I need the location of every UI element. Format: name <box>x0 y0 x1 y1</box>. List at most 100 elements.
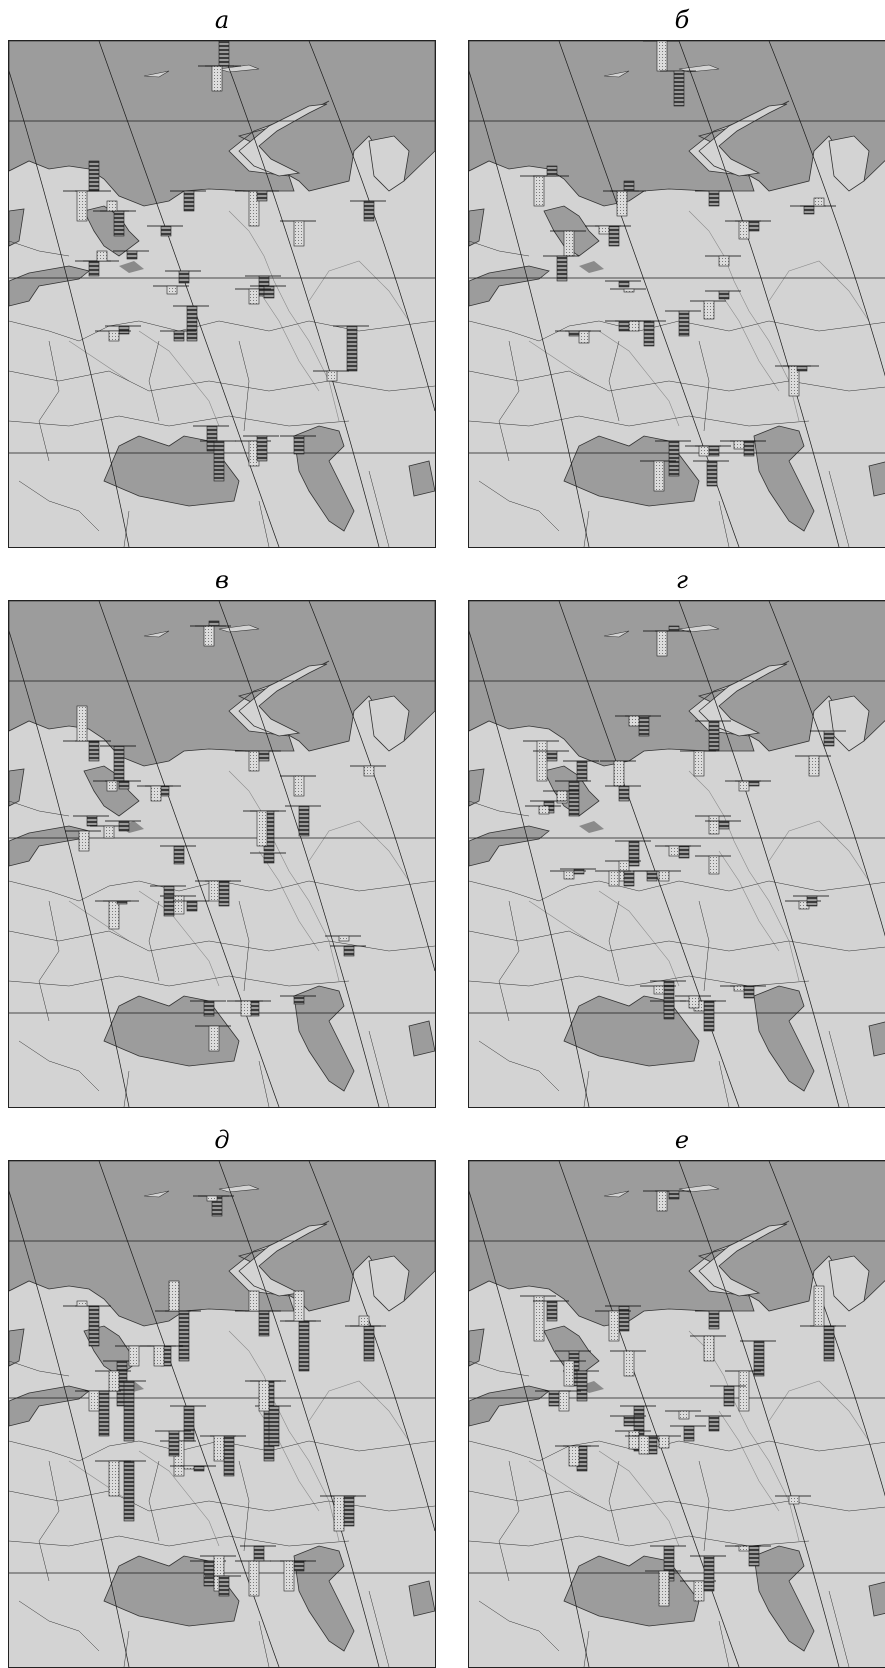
bar-dotted <box>613 760 625 787</box>
bar-dotted <box>173 895 185 915</box>
river-line <box>768 820 870 882</box>
bar-striped <box>623 1415 635 1427</box>
admin-border <box>608 900 620 982</box>
bar-striped <box>178 1310 190 1362</box>
bar-striped <box>618 280 630 288</box>
bar-striped <box>568 330 580 337</box>
bar-dotted <box>240 1000 252 1017</box>
bar-striped <box>186 305 198 342</box>
admin-border <box>828 1030 850 1107</box>
admin-border <box>698 1460 710 1552</box>
bar-striped <box>256 435 268 462</box>
meridian-line <box>9 1190 130 1667</box>
bar-striped <box>546 1300 558 1322</box>
river-line <box>528 1460 590 1502</box>
bar-striped <box>546 165 558 177</box>
bar-dotted <box>556 790 568 804</box>
bar-dotted <box>293 775 305 797</box>
admin-border <box>18 1600 100 1652</box>
bar-striped <box>708 1415 720 1432</box>
peninsula-yamal <box>368 135 410 192</box>
bar-striped <box>193 1465 205 1472</box>
bar-dotted <box>106 780 118 792</box>
admin-border <box>498 340 520 462</box>
admin-border <box>368 1030 390 1107</box>
map-svg <box>469 41 885 547</box>
admin-border <box>9 975 350 987</box>
bar-striped <box>618 785 630 802</box>
river-line <box>308 1380 410 1442</box>
map-panel-v <box>8 600 436 1108</box>
river-line <box>68 900 130 942</box>
bar-striped <box>608 225 620 247</box>
bar-striped <box>803 205 815 215</box>
bar-dotted <box>623 288 635 293</box>
peninsula-yamal <box>828 1255 870 1312</box>
bar-striped <box>268 1405 280 1447</box>
bar-striped <box>203 1560 215 1587</box>
admin-border <box>498 1460 520 1582</box>
admin-border <box>38 900 60 1022</box>
river-line <box>718 850 780 952</box>
bar-striped <box>263 285 275 299</box>
panel-title-a: а <box>214 6 230 34</box>
bar-dotted <box>293 1290 305 1322</box>
meridian-line <box>218 41 380 547</box>
bar-dotted <box>708 815 720 835</box>
admin-border <box>478 480 560 532</box>
bar-dotted <box>150 785 162 802</box>
map-svg <box>9 41 435 547</box>
river-line <box>688 210 800 422</box>
panel-title-d: д <box>214 1126 230 1154</box>
bar-striped <box>718 820 730 830</box>
bar-striped <box>576 760 588 782</box>
caspian-sea <box>753 425 815 532</box>
admin-border <box>583 510 590 547</box>
bar-striped <box>548 1390 560 1407</box>
meridian-line <box>218 1161 380 1667</box>
admin-border <box>469 240 530 257</box>
admin-border <box>469 415 810 427</box>
admin-border <box>258 1060 270 1107</box>
bar-dotted <box>108 900 120 930</box>
admin-border <box>718 1060 730 1107</box>
bar-dotted <box>718 255 730 267</box>
bar-dotted <box>76 705 88 742</box>
bar-striped <box>183 190 195 212</box>
bar-striped <box>113 745 125 782</box>
lake-ladoga <box>579 261 604 273</box>
bar-dotted <box>108 1370 120 1392</box>
admin-border <box>698 340 710 432</box>
bar-dotted <box>208 1025 220 1052</box>
bar-striped <box>573 868 585 875</box>
bar-striped <box>298 805 310 837</box>
bar-dotted <box>206 1195 218 1202</box>
bar-dotted <box>653 985 665 995</box>
aral-sea <box>868 461 885 497</box>
admin-border <box>608 340 620 422</box>
admin-border <box>18 1040 100 1092</box>
bar-dotted <box>96 250 108 262</box>
admin-border <box>238 900 250 992</box>
island-small <box>143 70 170 78</box>
admin-border <box>9 930 435 952</box>
bar-dotted <box>628 320 640 332</box>
bar-dotted <box>658 1570 670 1607</box>
gulf-of-bothnia <box>9 768 25 807</box>
gulf-of-bothnia <box>9 208 25 247</box>
panel-title-e: е <box>674 1126 690 1154</box>
admin-border <box>18 480 100 532</box>
lake-ladoga <box>119 261 144 273</box>
baltic-sea <box>9 1385 90 1427</box>
bar-dotted <box>598 225 610 235</box>
bar-striped <box>343 1495 355 1527</box>
bar-striped <box>678 310 690 337</box>
bar-dotted <box>688 995 700 1009</box>
bar-dotted <box>568 1445 580 1467</box>
admin-border <box>478 1040 560 1092</box>
admin-border <box>123 1630 130 1667</box>
bar-dotted <box>656 1190 668 1212</box>
bar-striped <box>668 625 680 632</box>
meridian-line <box>768 41 885 377</box>
bar-dotted <box>183 1465 195 1470</box>
